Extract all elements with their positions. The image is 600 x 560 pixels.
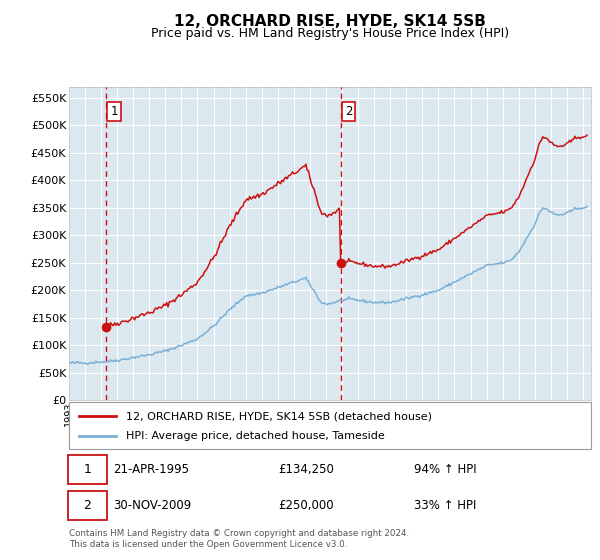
Text: 12, ORCHARD RISE, HYDE, SK14 5SB (detached house): 12, ORCHARD RISE, HYDE, SK14 5SB (detach… (127, 411, 433, 421)
Text: £134,250: £134,250 (278, 463, 334, 476)
Text: 2: 2 (83, 499, 91, 512)
Text: 2: 2 (345, 105, 353, 118)
Text: HPI: Average price, detached house, Tameside: HPI: Average price, detached house, Tame… (127, 431, 385, 441)
Text: Price paid vs. HM Land Registry's House Price Index (HPI): Price paid vs. HM Land Registry's House … (151, 27, 509, 40)
Text: 1: 1 (110, 105, 118, 118)
Text: 94% ↑ HPI: 94% ↑ HPI (413, 463, 476, 476)
Text: 1: 1 (83, 463, 91, 476)
Text: 33% ↑ HPI: 33% ↑ HPI (413, 499, 476, 512)
FancyBboxPatch shape (68, 455, 107, 484)
Text: 12, ORCHARD RISE, HYDE, SK14 5SB: 12, ORCHARD RISE, HYDE, SK14 5SB (174, 14, 486, 29)
Text: £250,000: £250,000 (278, 499, 334, 512)
Text: 21-APR-1995: 21-APR-1995 (113, 463, 190, 476)
Text: Contains HM Land Registry data © Crown copyright and database right 2024.
This d: Contains HM Land Registry data © Crown c… (69, 529, 409, 549)
FancyBboxPatch shape (68, 491, 107, 520)
Text: 30-NOV-2009: 30-NOV-2009 (113, 499, 191, 512)
